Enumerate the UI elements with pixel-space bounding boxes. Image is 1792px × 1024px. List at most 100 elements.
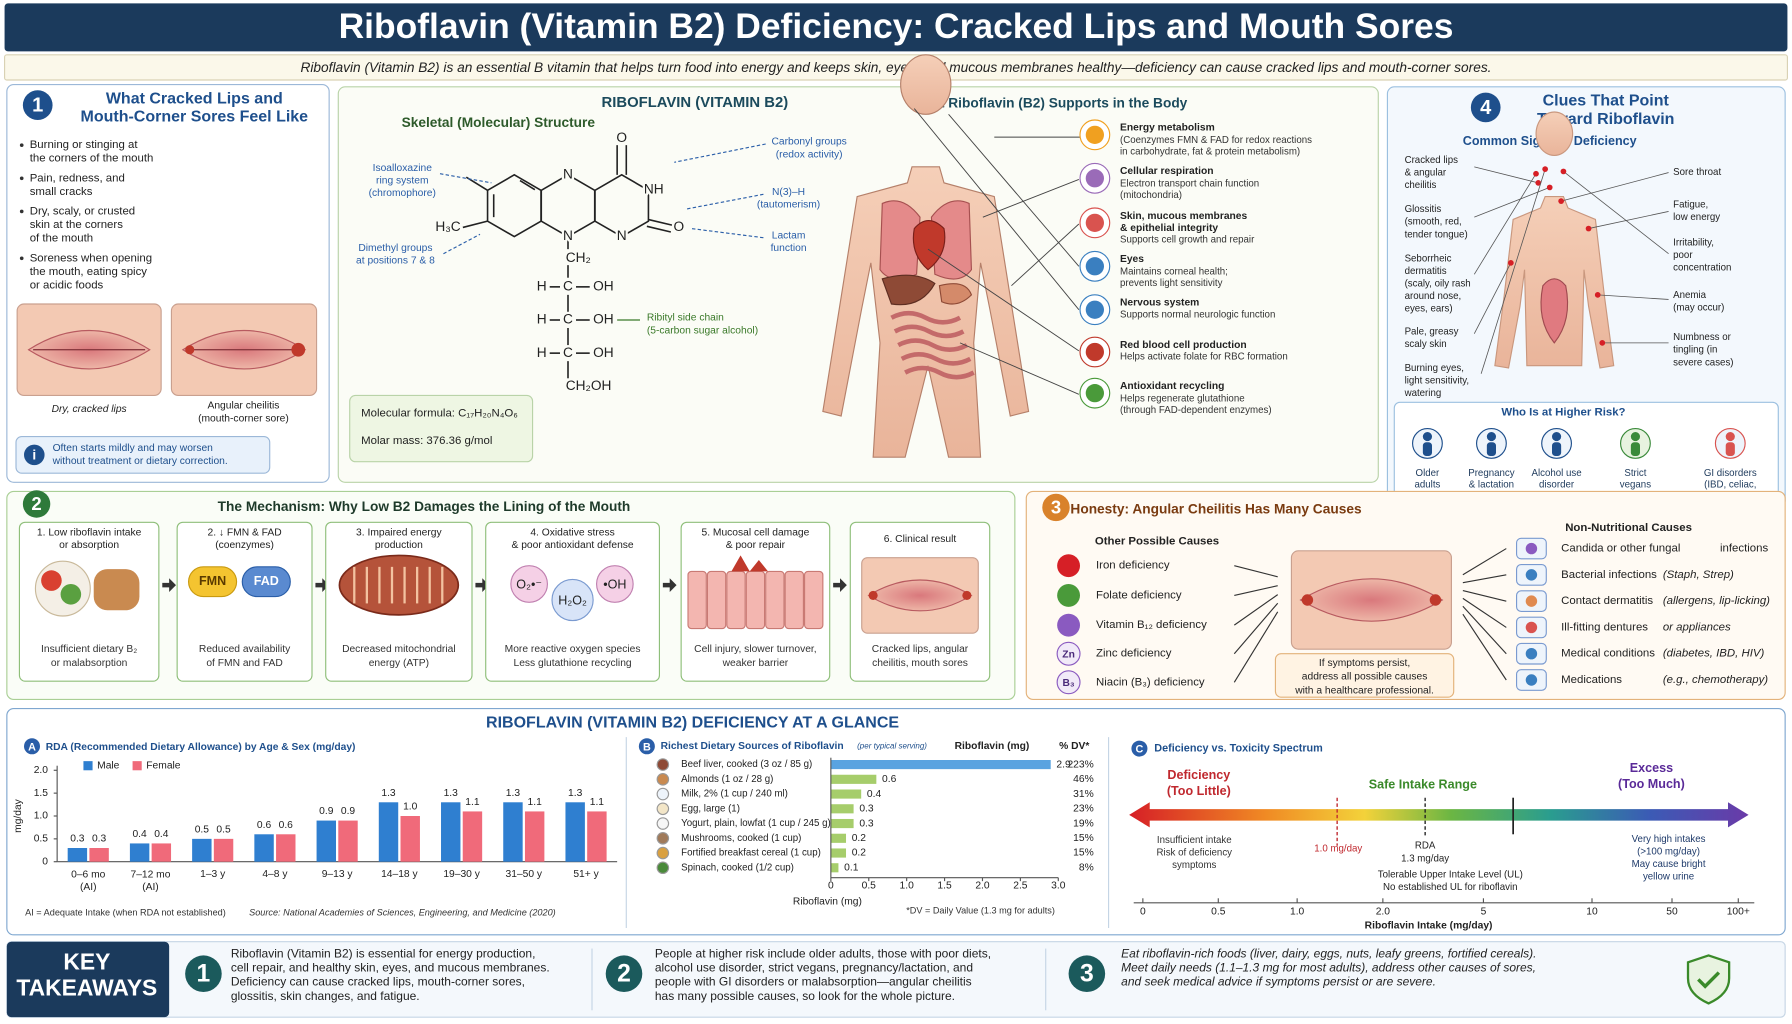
value-label: 0.2	[852, 848, 867, 859]
body-icon-fill	[1085, 213, 1104, 232]
food-icon	[656, 787, 670, 801]
value-label: 0.9	[341, 806, 356, 817]
x-tick-label: 2.5	[1013, 880, 1028, 891]
leader	[913, 108, 1080, 311]
bullet-text: Soreness when opening the mouth, eating s…	[30, 252, 152, 291]
badge-number: B	[643, 741, 651, 753]
mucosal-cell	[706, 570, 727, 630]
item-text: Helps activate folate for RBC formation	[1120, 352, 1288, 363]
cause-arrow	[1462, 605, 1507, 655]
x-tick-label: 7–12 mo (AI)	[130, 869, 170, 893]
number-badge	[22, 490, 51, 518]
bar	[830, 760, 1051, 770]
sign-dot	[1508, 260, 1514, 266]
leader	[1474, 166, 1539, 184]
leader	[439, 173, 492, 184]
liver	[881, 274, 936, 306]
note-text: Often starts mildly and may worsen withou…	[52, 443, 228, 467]
x-tick-label: 9–13 y	[322, 869, 354, 880]
value-label: 1.3	[506, 788, 521, 799]
dv-label: 19%	[1073, 818, 1094, 829]
cause-arrow	[1233, 611, 1279, 683]
body-icon-fill	[1085, 300, 1104, 319]
cause-arrow	[1462, 548, 1507, 576]
leader	[674, 143, 766, 163]
cause-arrow	[1462, 574, 1507, 584]
item-text: (Coenzymes FMN & FAD for redox reactions…	[1120, 135, 1312, 158]
dv-label: 46%	[1073, 774, 1094, 785]
food-icon	[656, 817, 670, 830]
bullet-text: Dry, scaly, or crusted skin at the corner…	[30, 205, 135, 244]
number-badge	[638, 738, 655, 755]
takeaway-text: People at higher risk include older adul…	[655, 946, 991, 1003]
risk-icon-head	[1552, 432, 1562, 442]
flow-arrow	[833, 578, 847, 592]
sign-label: Glossitis (smooth, red, tender tongue)	[1405, 204, 1468, 240]
value-label: 0.9	[319, 806, 334, 817]
bar	[587, 811, 607, 862]
sign-label: Anemia (may occur)	[1673, 289, 1724, 313]
note-box	[1274, 653, 1455, 698]
sign-label: Seborrheic dermatitis (scaly, oily rash aro…	[1405, 253, 1471, 314]
bar	[192, 838, 212, 862]
spectrum-arrow	[1129, 802, 1749, 828]
leader	[691, 228, 764, 239]
sore	[1301, 594, 1314, 606]
x-tick-label: 5	[1481, 907, 1487, 918]
ros	[595, 565, 634, 603]
coenzyme	[241, 566, 291, 598]
cause-detail: (diabetes, IBD, HIV)	[1663, 648, 1765, 660]
risk-label: Alcohol use disorder	[1531, 468, 1581, 490]
bar	[830, 818, 854, 829]
cause-icon-fill	[1525, 674, 1538, 686]
cause-icon-fill	[1525, 648, 1538, 660]
x-axis-label: Riboflavin Intake (mg/day)	[1365, 920, 1493, 931]
risk-icon-body	[1725, 442, 1735, 456]
chart-title-note: (per typical serving)	[857, 741, 927, 750]
info-glyph: i	[32, 448, 36, 463]
item-title: Eyes	[1120, 254, 1144, 265]
atom: H₃C	[435, 219, 460, 234]
mucosal-cell	[687, 570, 707, 630]
atom: C	[563, 312, 573, 327]
x-tick-label: 19–30 y	[443, 869, 480, 880]
bar	[830, 774, 877, 784]
leader	[1480, 169, 1546, 374]
value-label: 0.4	[154, 829, 169, 840]
value-label: 1.1	[528, 797, 543, 808]
risk-icon-head	[1725, 432, 1735, 442]
x-tick-label: 14–18 y	[381, 869, 418, 880]
x-tick-label: 1.0	[900, 880, 915, 891]
lips	[1299, 578, 1444, 622]
leader	[927, 248, 1080, 352]
dv-label: 23%	[1073, 804, 1094, 815]
marker-label: RDA 1.3 mg/day	[1401, 840, 1449, 864]
item-title: Nervous system	[1120, 298, 1199, 309]
cause-icon-fill	[1525, 621, 1538, 634]
y-tick-label: 0.5	[34, 834, 49, 845]
step-title: 3. Impaired energy production	[356, 527, 442, 551]
section-subtitle: Skeletal (Molecular) Structure	[402, 115, 596, 130]
panel-title: What Cracked Lips and Mouth-Corner Sores …	[80, 91, 308, 126]
intestine	[900, 352, 972, 366]
bar	[400, 816, 420, 862]
risk-icon-body	[1552, 442, 1562, 456]
cause-name: Niacin (B₃) deficiency	[1096, 676, 1205, 688]
bond	[519, 179, 536, 191]
atom: O	[616, 130, 627, 145]
annotation: Lactam function	[771, 230, 807, 254]
atom: CH₂OH	[566, 378, 612, 393]
cause-icon	[1057, 613, 1080, 637]
page-title: Riboflavin (Vitamin B2) Deficiency: Crac…	[339, 6, 1454, 46]
x-tick-label: 31–50 y	[506, 869, 543, 880]
bar	[151, 843, 172, 862]
step-caption: Reduced availability of FMN and FAD	[199, 644, 291, 669]
footnote: AI = Adequate Intake (when RDA not estab…	[25, 908, 226, 918]
check-icon	[1697, 971, 1721, 989]
item-title: Skin, mucous membranes & epithelial integ…	[1120, 211, 1248, 234]
body-icon-fill	[1085, 169, 1104, 188]
item-text: Supports cell growth and repair	[1120, 235, 1255, 246]
legend-swatch	[132, 761, 142, 771]
cause-name: Bacterial infections	[1561, 569, 1657, 581]
sign-label: Cracked lips & angular cheilitis	[1405, 155, 1459, 191]
